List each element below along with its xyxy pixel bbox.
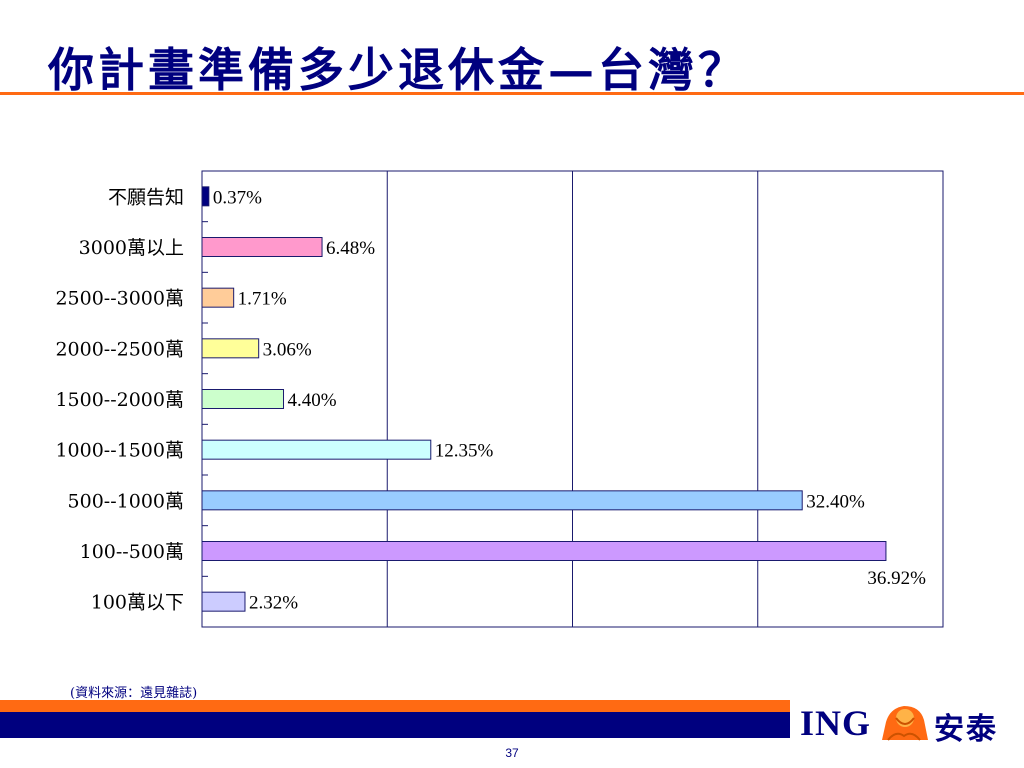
bar-7 [201,541,887,561]
category-label: 2000--2500萬 [55,338,184,360]
bar-6 [201,490,803,511]
title-underline [0,92,1024,95]
bar-chart: 不願告知 0.37% 3000萬以上 6.48% 2500--3000萬 1.71% 200… [55,170,944,628]
bar-2 [201,287,235,308]
lion-icon [882,706,928,741]
value-label: 2.32% [249,593,298,614]
bar-1 [201,237,323,257]
chart-bars [201,186,887,612]
category-label: 1000--1500萬 [55,440,184,462]
category-label: 100萬以下 [91,592,184,614]
category-label: 3000萬以上 [79,237,184,259]
value-label: 12.35% [435,441,494,462]
footer-band-orange [0,700,790,712]
plot-frame [201,170,944,628]
category-label: 500--1000萬 [68,490,184,512]
value-label: 1.71% [238,289,287,310]
value-label: 32.40% [806,491,865,512]
brand-logo: ING 安泰 [800,700,1020,747]
bar-5 [201,439,432,460]
bar-8 [201,591,246,612]
footer-band-navy [0,712,790,738]
category-label: 不願告知 [108,186,184,208]
page-number: 37 [505,746,519,760]
value-label: 0.37% [213,187,262,208]
category-label: 100--500萬 [80,541,184,563]
value-label: 4.40% [288,390,337,411]
bar-3 [201,338,260,359]
source-note: (資料來源：遠見雜誌) [70,686,198,701]
bar-0 [201,186,210,207]
category-label: 2500--3000萬 [55,288,184,310]
page-title: 你計畫準備多少退休金—台灣？ [48,43,748,97]
chart-labels: 不願告知 0.37% 3000萬以上 6.48% 2500--3000萬 1.71% 200… [55,186,926,613]
category-label: 1500--2000萬 [55,389,184,411]
logo-name: 安泰 [934,712,998,747]
bar-4 [201,389,285,409]
value-label: 3.06% [263,339,312,360]
value-label: 6.48% [326,238,375,259]
logo-brand: ING [800,703,872,743]
value-label: 36.92% [867,568,926,589]
